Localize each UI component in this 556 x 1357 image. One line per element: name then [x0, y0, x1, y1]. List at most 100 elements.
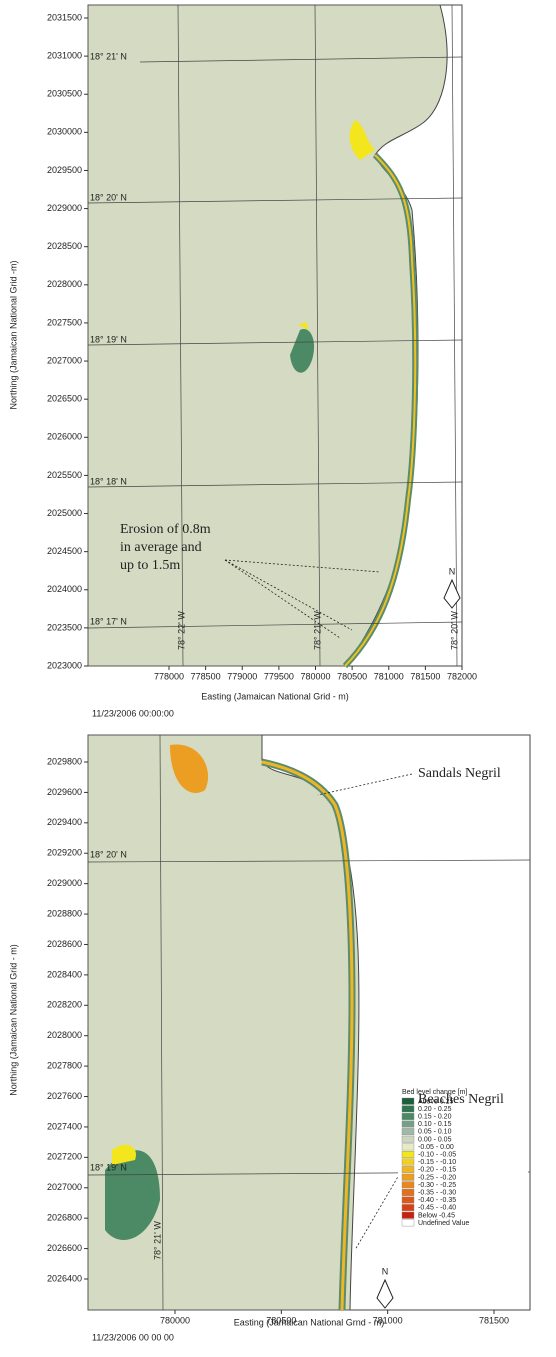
y-tick-label: 2028800 [47, 908, 82, 918]
legend-swatch [402, 1166, 414, 1173]
legend-swatch [402, 1174, 414, 1181]
figure: 2031500 2031000 2030500 2030000 2029500 20290… [0, 0, 556, 1357]
y-tick-label: 2026500 [47, 394, 82, 404]
x-tick-label: 779000 [227, 671, 257, 681]
y-tick-label: 2030000 [47, 127, 82, 137]
legend-label: Above 0.25 [418, 1098, 454, 1105]
y-tick-label: 2023500 [47, 622, 82, 632]
legend-swatch [402, 1151, 414, 1158]
graticule-label: 18° 18' N [90, 476, 127, 486]
legend-swatch [402, 1204, 414, 1211]
x-tick-label: 778500 [191, 671, 221, 681]
legend-swatch [402, 1106, 414, 1113]
timestamp: 11/23/2006 00:00:00 [92, 708, 174, 718]
legend-swatch [402, 1197, 414, 1204]
legend-swatch [402, 1121, 414, 1128]
timestamp: 11/23/2006 00 00 00 [92, 1332, 174, 1342]
y-tick-label: 2029000 [47, 878, 82, 888]
x-tick-label: 778000 [154, 671, 184, 681]
y-tick-label: 2028000 [47, 279, 82, 289]
legend-swatch [402, 1220, 414, 1227]
graticule-label: 18° 21' N [90, 51, 127, 61]
y-tick-label: 2030500 [47, 89, 82, 99]
y-tick-label: 2028500 [47, 241, 82, 251]
y-tick-label: 2023000 [47, 660, 82, 670]
legend-title: Bed level change [m] [402, 1089, 467, 1096]
legend-label: 0.15 - 0.20 [418, 1114, 452, 1121]
legend-swatch [402, 1113, 414, 1120]
y-tick-label: 2024000 [47, 584, 82, 594]
y-tick-label: 2027800 [47, 1060, 82, 1070]
graticule-label: 78° 21' W [312, 611, 322, 650]
annotation: Sandals Negril [418, 766, 501, 781]
legend-label: 0.00 - 0.05 [418, 1136, 452, 1143]
y-tick-label: 2029600 [47, 787, 82, 797]
y-tick-label: 2028200 [47, 1000, 82, 1010]
x-tick-label: 781000 [374, 671, 404, 681]
legend-label: -0.40 - -0.35 [418, 1197, 456, 1204]
legend-label: -0.20 - -0.15 [418, 1167, 456, 1174]
y-tick-label: 2025500 [47, 470, 82, 480]
legend-swatch [402, 1128, 414, 1135]
y-tick-label: 2027000 [47, 1182, 82, 1192]
legend-label: 0.10 - 0.15 [418, 1121, 452, 1128]
y-axis-label: Northing (Jamaican National Grid -m) [8, 260, 18, 409]
x-tick-label: 780000 [300, 671, 330, 681]
legend-swatch [402, 1136, 414, 1143]
y-tick-label: 2028400 [47, 969, 82, 979]
x-tick-label: 780500 [337, 671, 367, 681]
y-tick-label: 2025000 [47, 508, 82, 518]
legend-label: Below -0.45 [418, 1212, 455, 1219]
graticule-label: 18° 17' N [90, 616, 127, 626]
y-axis-label: Northing (Jamaican National Grid - m) [8, 944, 18, 1096]
x-tick-label: 781500 [479, 1315, 509, 1325]
y-tick-label: 2029500 [47, 165, 82, 175]
x-tick-label: 780000 [160, 1315, 190, 1325]
y-tick-label: 2027200 [47, 1152, 82, 1162]
annotation: in average and [120, 540, 202, 555]
legend-label: 0.05 - 0.10 [418, 1129, 452, 1136]
graticule-label: 78° 22' W [176, 611, 186, 650]
x-axis-label: Easting (Jamaican National Grnd - m) [234, 1317, 385, 1327]
north-label: N [382, 1266, 389, 1276]
legend-swatch [402, 1182, 414, 1189]
y-tick-label: 2031000 [47, 50, 82, 60]
legend-label: -0.10 - -0.05 [418, 1152, 456, 1159]
legend-swatch [402, 1212, 414, 1219]
x-tick-label: 781500 [410, 671, 440, 681]
graticule-label: 18° 19' N [90, 1162, 127, 1172]
north-label: N [449, 566, 456, 576]
y-tick-label: 2031500 [47, 12, 82, 22]
legend-label: 0.20 - 0.25 [418, 1106, 452, 1113]
y-tick-label: 2027500 [47, 317, 82, 327]
y-tick-label: 2026000 [47, 432, 82, 442]
legend-label: -0.30 - -0.25 [418, 1182, 456, 1189]
legend-swatch [402, 1189, 414, 1196]
y-tick-label: 2027600 [47, 1091, 82, 1101]
legend-label: -0.35 - -0.30 [418, 1190, 456, 1197]
y-tick-label: 2029000 [47, 203, 82, 213]
legend-label: Undefined Value [418, 1220, 469, 1227]
graticule-label: 78° 20' W [449, 611, 459, 650]
y-tick-label: 2029200 [47, 848, 82, 858]
graticule-label: 18° 19' N [90, 334, 127, 344]
y-tick-label: 2026400 [47, 1273, 82, 1283]
graticule-label: 18° 20' N [90, 849, 127, 859]
y-tick-label: 2026600 [47, 1243, 82, 1253]
legend-swatch [402, 1159, 414, 1166]
x-tick-label: 779500 [264, 671, 294, 681]
x-tick-label: 782000 [447, 671, 477, 681]
legend-label: -0.15 - -0.10 [418, 1159, 456, 1166]
annotation: up to 1.5m [120, 558, 180, 573]
x-axis-label: Easting (Jamaican National Grid - m) [201, 691, 349, 701]
legend-swatch [402, 1144, 414, 1151]
y-tick-label: 2026800 [47, 1213, 82, 1223]
y-tick-label: 2028000 [47, 1030, 82, 1040]
y-tick-label: 2029800 [47, 756, 82, 766]
legend-label: -0.05 - 0.00 [418, 1144, 454, 1151]
legend-label: -0.25 - -0.20 [418, 1174, 456, 1181]
y-tick-label: 2028600 [47, 939, 82, 949]
y-tick-label: 2024500 [47, 546, 82, 556]
annotation: Erosion of 0.8m [120, 522, 211, 537]
legend-label: -0.45 - -0.40 [418, 1205, 456, 1212]
